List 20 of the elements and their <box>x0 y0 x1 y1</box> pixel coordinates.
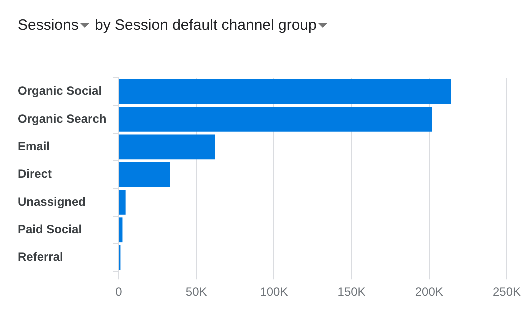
x-tick-label: 100K <box>260 285 288 300</box>
x-tick-label: 50K <box>186 285 208 300</box>
x-tick-label: 200K <box>415 285 444 300</box>
bar <box>120 190 126 215</box>
y-tick-label: Referral <box>18 250 64 264</box>
x-tick-label: 150K <box>338 285 366 300</box>
y-tick-label: Email <box>18 139 50 154</box>
y-tick-label: Organic Social <box>18 84 102 98</box>
bar <box>120 218 123 243</box>
bar <box>120 134 216 160</box>
bar <box>120 107 432 132</box>
bar <box>120 162 170 188</box>
y-tick-label: Organic Search <box>18 112 107 126</box>
x-tick-label: 250K <box>492 285 522 300</box>
x-tick-label: 0 <box>116 285 123 300</box>
bar <box>120 79 452 104</box>
y-tick-label: Direct <box>18 167 52 182</box>
y-tick-label: Paid Social <box>18 222 82 236</box>
y-tick-label: Unassigned <box>18 194 86 209</box>
chart-title: Sessions by Session default channel group <box>18 17 317 34</box>
